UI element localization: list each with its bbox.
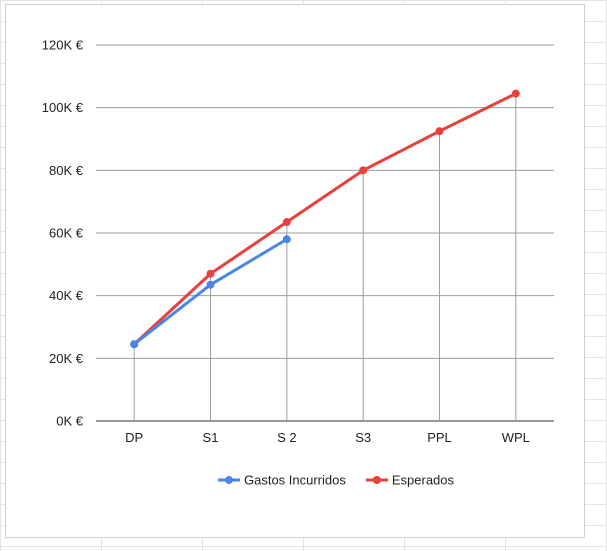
data-point-esperados — [282, 218, 291, 227]
x-tick-label: PPL — [427, 430, 452, 445]
data-point-esperados — [359, 166, 368, 175]
x-tick-label: S1 — [203, 430, 219, 445]
x-tick-label: S 2 — [277, 430, 297, 445]
legend-swatch-dot-esperados — [372, 476, 381, 484]
data-point-gastos-incurridos — [282, 235, 291, 244]
y-tick-label: 20K € — [49, 351, 84, 366]
y-tick-label: 0K € — [56, 414, 84, 429]
y-tick-label: 40K € — [49, 288, 84, 303]
y-tick-label: 60K € — [49, 226, 84, 241]
chart-frame[interactable] — [5, 4, 585, 538]
y-tick-label: 120K € — [42, 38, 84, 53]
x-tick-label: S3 — [355, 430, 371, 445]
y-tick-label: 100K € — [42, 100, 84, 115]
data-point-esperados — [435, 127, 444, 136]
data-point-esperados — [511, 89, 520, 98]
legend-label: Gastos Incurridos — [244, 473, 346, 488]
series-line-esperados — [132, 92, 518, 346]
y-tick-label: 80K € — [49, 163, 84, 178]
x-tick-label: WPL — [502, 430, 530, 445]
data-point-esperados — [206, 269, 215, 278]
data-point-gastos-incurridos — [130, 340, 139, 349]
data-point-gastos-incurridos — [206, 280, 215, 289]
legend-label: Esperados — [392, 473, 455, 488]
legend-swatch-dot-gastos-incurridos — [224, 476, 233, 484]
x-tick-label: DP — [125, 430, 143, 445]
